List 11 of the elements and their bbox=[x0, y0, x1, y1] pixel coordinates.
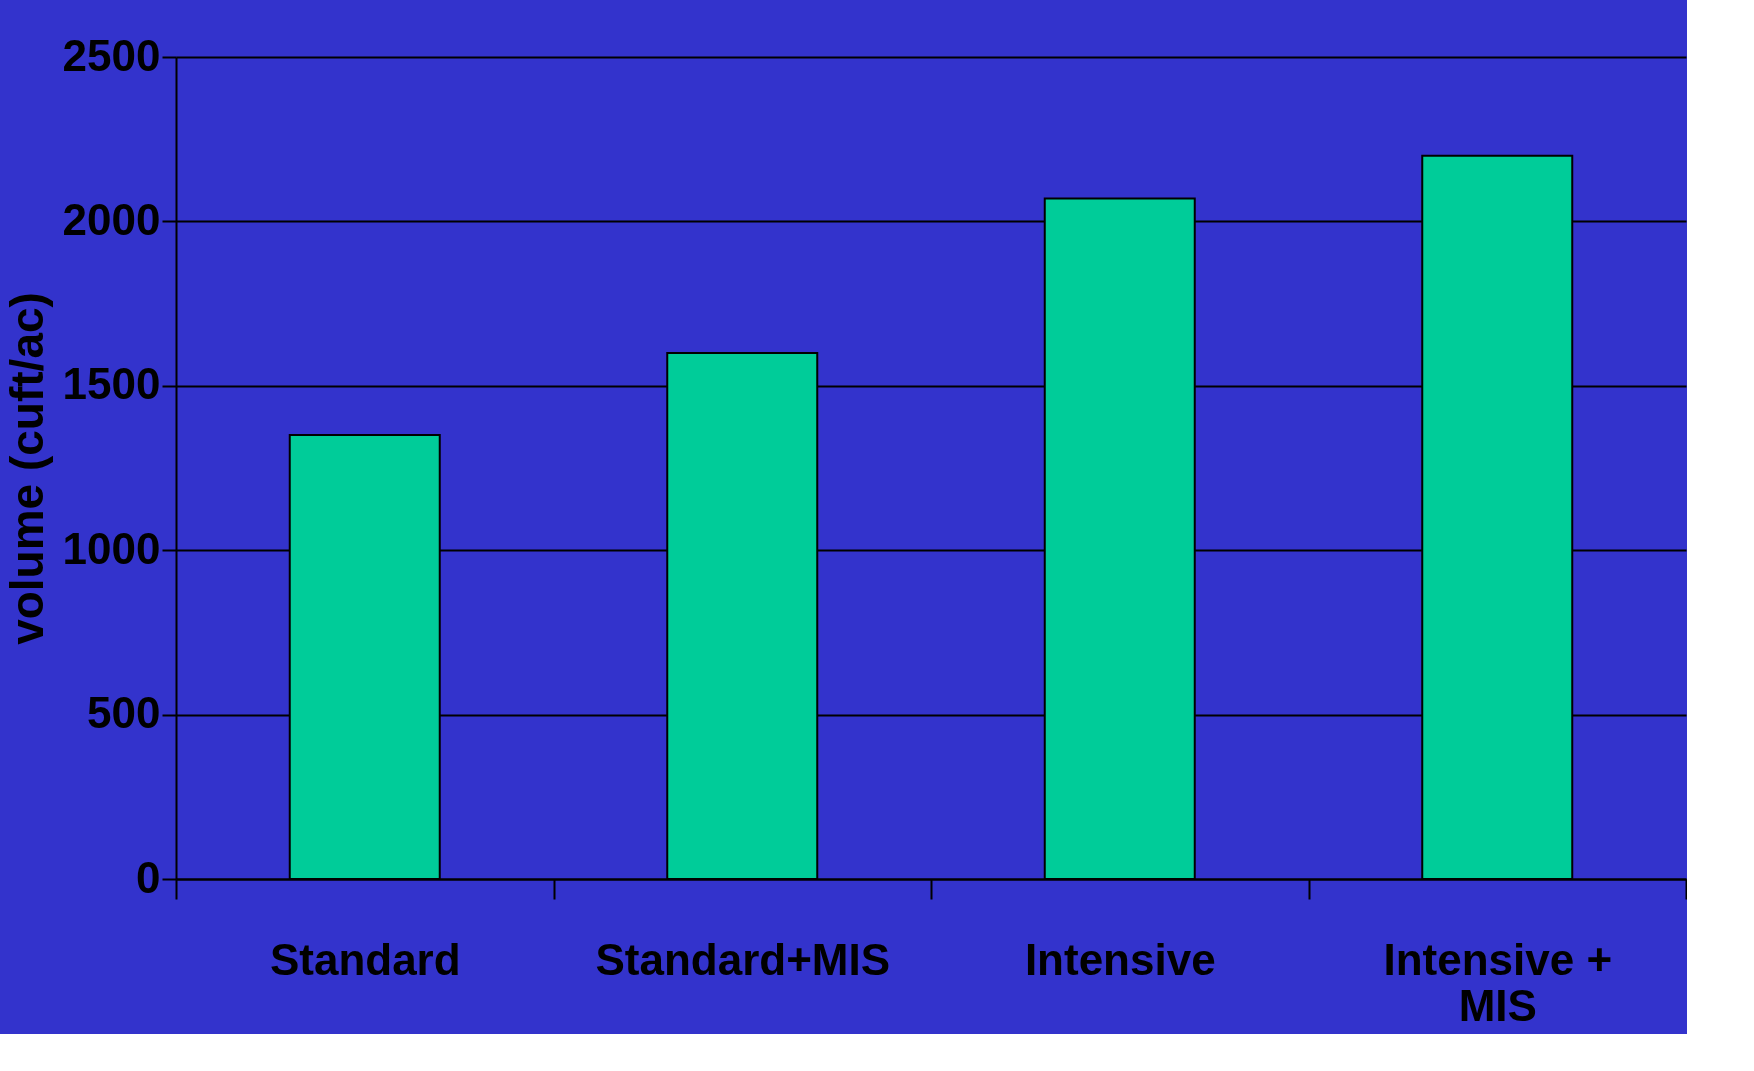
y-tick-label: 2500 bbox=[62, 30, 161, 80]
y-tick-label: 1000 bbox=[62, 523, 161, 573]
y-axis-title: volume (cuft/ac) bbox=[0, 292, 53, 645]
y-tick-label: 2000 bbox=[62, 194, 161, 244]
y-tick-label: 0 bbox=[136, 852, 161, 902]
y-tick-label: 500 bbox=[87, 688, 161, 738]
x-tick-label: Standard+MIS bbox=[595, 934, 891, 984]
x-tick-label: Intensive bbox=[1024, 934, 1216, 984]
x-tick-label: Intensive + MIS bbox=[1383, 934, 1613, 1030]
x-tick-label: Standard bbox=[269, 934, 461, 984]
y-tick-label: 1500 bbox=[62, 359, 161, 409]
